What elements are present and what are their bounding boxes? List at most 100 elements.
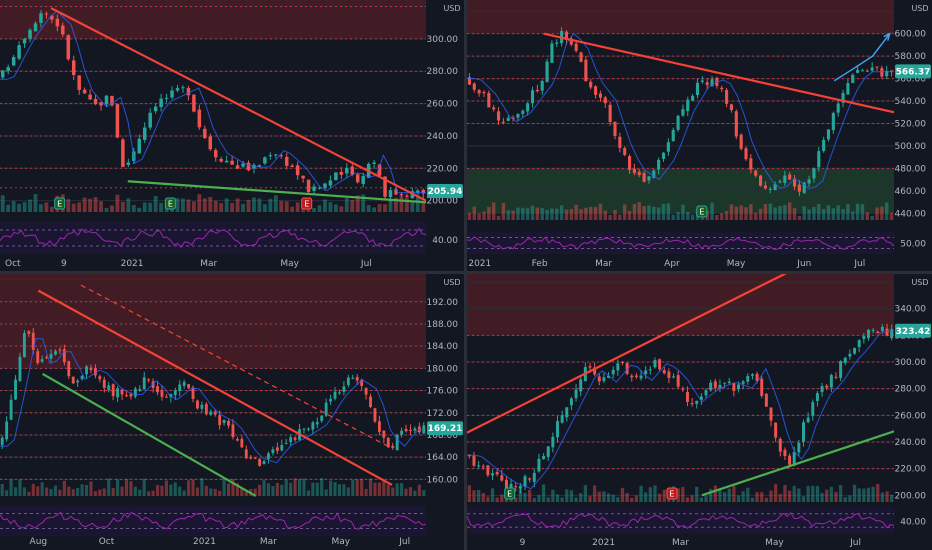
trendline-red[interactable] [467,274,809,434]
candle-body [93,368,97,376]
candle-body [768,188,772,190]
candle-body [50,15,54,20]
trendline-red-dashed[interactable] [80,284,388,447]
candle-body [545,61,549,82]
candle-body [532,472,536,482]
trendline-red[interactable] [543,32,895,114]
candle-body [644,370,648,375]
volume-bar [481,492,485,502]
chart-panel-bottom-left[interactable]: USD 160.00 164.00 168.00 172.00 176.00 180.00 1… [0,274,464,550]
vertical-divider [464,0,467,550]
trendline-red[interactable] [50,7,427,202]
volume-bar [22,202,27,212]
earnings-marker-icon[interactable] [504,487,516,500]
chart-svg: USD 160.00 164.00 168.00 172.00 176.00 180.00 1… [0,274,464,550]
candle-body [31,332,35,351]
candle-body [82,89,87,94]
candle-body [253,457,257,459]
rsi-pane [0,506,426,536]
candle-body [501,121,505,123]
volume-bar [812,207,816,220]
volume-bar [865,212,870,220]
volume-bar [746,487,750,502]
volume-bar [408,487,413,496]
time-tick-label: Jul [849,538,861,548]
volume-bar [93,197,98,212]
candle-body [120,389,124,395]
volume-bar [84,484,89,496]
last-price-badge [895,323,931,338]
candle-body [404,428,408,432]
candle-body [274,154,278,156]
candle-body [608,104,612,123]
candle-body [328,180,333,186]
volume-bar [514,497,518,502]
volume-bar [120,486,124,496]
volume-bar [355,479,359,496]
volume-bar [133,486,137,496]
time-tick-label: 2021 [193,537,216,547]
volume-bar [720,213,724,220]
candle-body [632,169,636,174]
candle-body [760,378,764,396]
candle-body [492,107,496,110]
volume-bar [324,489,328,496]
trendline-green[interactable] [127,180,427,204]
candle-body [240,438,244,448]
volume-bar [792,208,797,220]
volume-bar [806,485,810,502]
volume-bar [802,206,806,220]
volume-bar [49,489,53,496]
volume-bar [618,214,622,220]
candle-body [262,461,266,464]
trendline-red[interactable] [37,289,393,486]
candle-body [528,478,532,480]
candle-body [620,361,624,363]
earnings-marker-icon[interactable] [54,197,66,210]
chart-panel-top-left[interactable]: E E E USD 200.00 220.00 240.00 260.00 280.00 300.… [0,0,464,271]
candle-body [551,436,555,448]
earnings-marker-icon[interactable] [164,197,176,210]
last-price-badge [895,64,931,79]
candle-body [33,23,38,32]
candle-body [364,387,368,395]
volume-bar [11,201,16,212]
volume-bar [293,478,297,496]
volume-bar [421,201,426,212]
volume-bar [195,487,200,496]
currency-label: USD [911,4,928,13]
volume-bar [160,485,164,496]
chart-panel-top-right[interactable]: E USD 440.00 460.00 480.00 500.00 520.00 540.00… [467,0,932,271]
volume-bar [202,198,207,212]
trendline-green[interactable] [42,372,257,497]
candle-body [820,386,824,393]
volume-bar [532,497,536,502]
candle-body [80,376,84,380]
candle-body [685,391,689,403]
volume-bar [710,202,714,220]
earnings-marker-icon[interactable] [666,487,678,500]
chart-panel-bottom-right[interactable]: E E USD 200.00 220.00 240.00 260.00 280.00 300.0… [467,274,932,550]
candle-body [642,173,646,182]
volume-bar [36,486,40,496]
candle-body [187,384,191,389]
earnings-marker-icon[interactable] [696,205,708,218]
candle-body [164,396,168,398]
rsi-pane [467,507,894,534]
candle-body [231,424,235,438]
candle-body [741,381,745,384]
candle-body [630,375,634,378]
volume-bar [880,206,884,220]
candle-body [700,80,704,82]
candle-body [690,403,694,405]
volume-bar [764,497,768,502]
candle-body [860,70,865,72]
time-tick-label: Mar [672,538,689,548]
volume-bar [395,483,399,496]
volume-bar [231,479,235,496]
candle-body [209,411,213,415]
earnings-marker-icon[interactable] [301,197,313,210]
candle-body [219,158,223,162]
volume-bar [391,487,395,496]
trendline-green[interactable] [701,430,895,497]
